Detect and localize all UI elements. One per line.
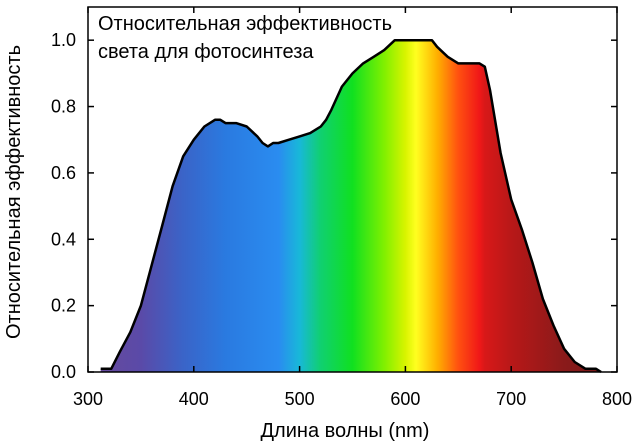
- efficiency-curve: [100, 38, 602, 374]
- y-axis-ticks: 0.0 0.2 0.4 0.6 0.8 1.0: [51, 30, 617, 382]
- chart-title-line-2: света для фотосинтеза: [98, 41, 314, 63]
- y-tick-label: 0.4: [51, 229, 76, 249]
- plot-area: [100, 38, 602, 374]
- y-tick-label: 0.8: [51, 97, 76, 117]
- x-tick-label: 800: [602, 389, 632, 409]
- spectrum-area: [100, 40, 602, 372]
- x-axis-label: Длина волны (nm): [261, 420, 430, 442]
- plot-frame: [87, 6, 618, 373]
- y-tick-label: 1.0: [51, 30, 76, 50]
- y-tick-label: 0.6: [51, 163, 76, 183]
- x-tick-label: 300: [73, 389, 103, 409]
- y-tick-label: 0.0: [51, 362, 76, 382]
- x-tick-label: 700: [496, 389, 526, 409]
- y-axis-label: Относительная эффективность: [3, 45, 25, 339]
- x-tick-label: 600: [390, 389, 420, 409]
- chart-title-line-1: Относительная эффективность: [98, 13, 392, 35]
- x-axis-ticks: 300 400 500 600 700 800: [73, 7, 632, 409]
- y-tick-label: 0.2: [51, 296, 76, 316]
- x-tick-label: 500: [285, 389, 315, 409]
- x-tick-label: 400: [179, 389, 209, 409]
